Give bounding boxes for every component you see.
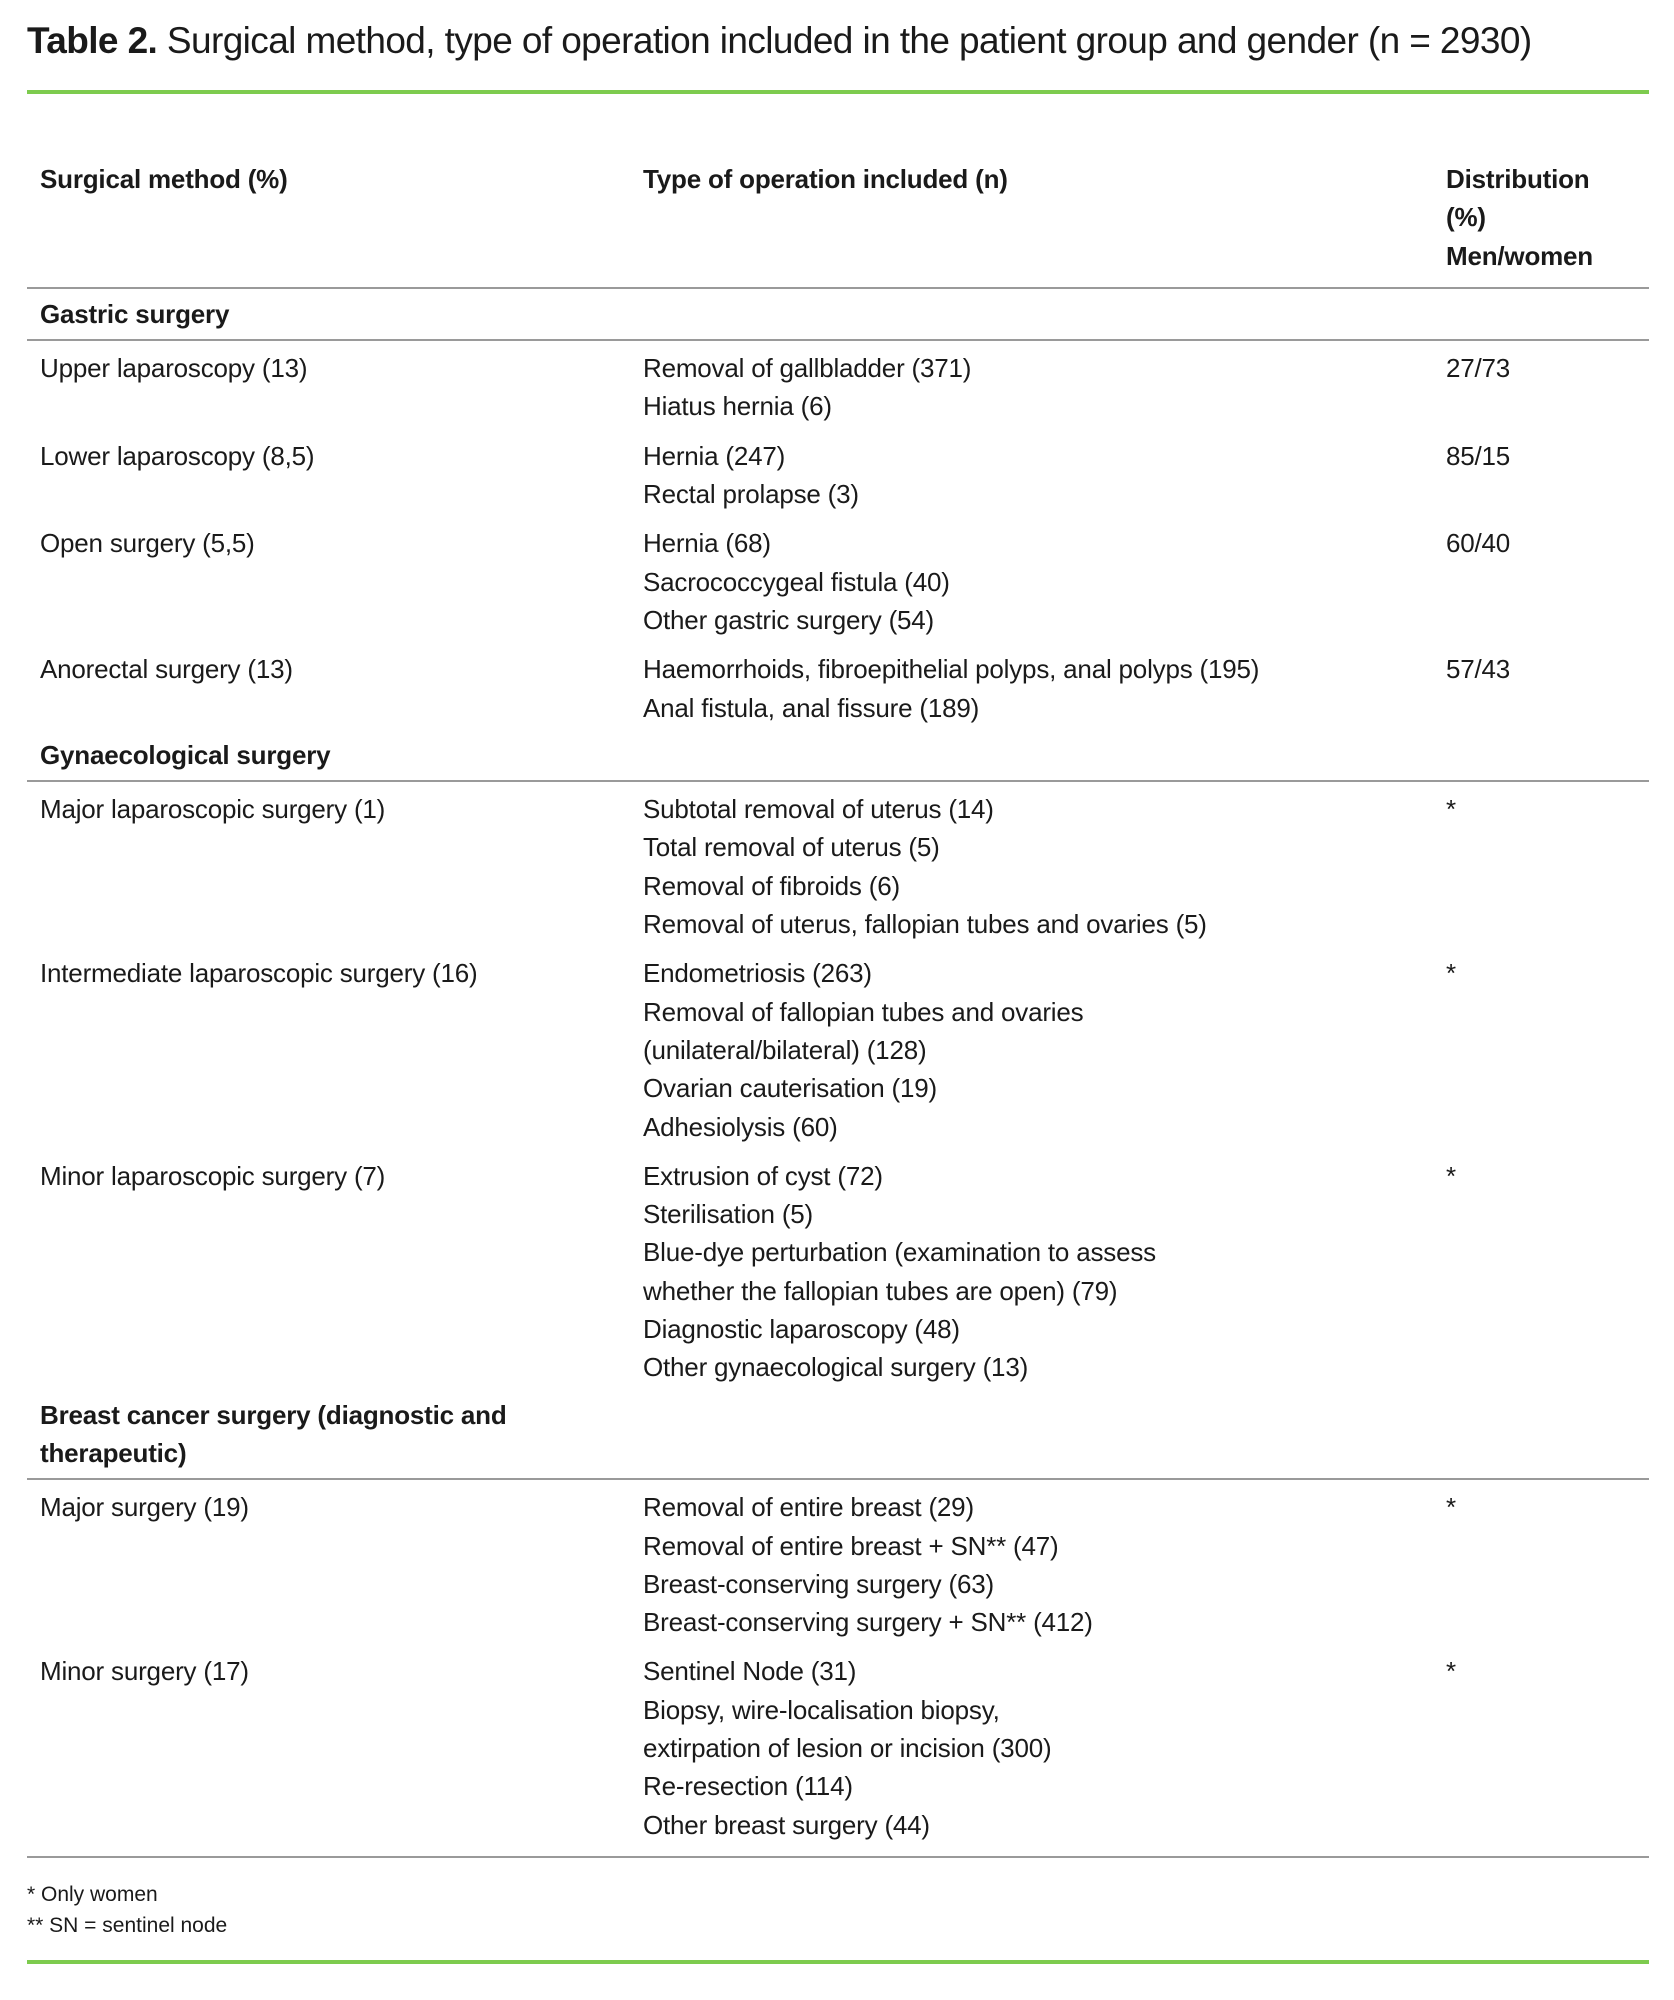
operation-item: (unilateral/bilateral) (128)	[643, 1034, 927, 1065]
table-row: Anorectal surgery (13) Haemorrhoids, fibr…	[27, 642, 1649, 730]
footnote-sn: ** SN = sentinel node	[27, 1914, 228, 1937]
table-title: Table 2. Surgical method, type of operat…	[27, 20, 1532, 62]
operation-item: Total removal of uterus (5)	[643, 832, 940, 863]
operation-item: Haemorrhoids, fibroepithelial polyps, an…	[643, 654, 1260, 685]
operation-item: Re-resection (114)	[643, 1771, 853, 1802]
operation-item: Removal of fibroids (6)	[643, 870, 900, 901]
section-header-row: Breast cancer surgery (diagnostic and th…	[27, 1389, 1649, 1481]
operation-item: Hernia (247)	[643, 440, 786, 471]
surgical-method: Major laparoscopic surgery (1)	[40, 794, 386, 825]
footnote-only-women: * Only women	[27, 1883, 158, 1906]
operation-list: Removal of gallbladder (371) Hiatus herni…	[630, 340, 1433, 429]
operation-item: Sterilisation (5)	[643, 1199, 813, 1230]
operation-item: Removal of gallbladder (371)	[643, 353, 972, 384]
distribution-value: 27/73	[1446, 353, 1511, 384]
distribution-value: *	[1446, 1160, 1456, 1191]
header-distribution-line: (%)	[1446, 202, 1486, 233]
header-distribution-line: Men/women	[1446, 240, 1593, 271]
surgical-method: Lower laparoscopy (8,5)	[40, 440, 315, 471]
table-caption: Surgical method, type of operation inclu…	[157, 20, 1532, 61]
operation-list: Haemorrhoids, fibroepithelial polyps, an…	[630, 642, 1433, 730]
table-row: Minor surgery (17) Sentinel Node (31) Biop…	[27, 1644, 1649, 1858]
operation-list: Hernia (247) Rectal prolapse (3)	[630, 429, 1433, 517]
operation-item: Extrusion of cyst (72)	[643, 1160, 883, 1191]
operation-item: Rectal prolapse (3)	[643, 479, 859, 510]
bottom-rule	[27, 1960, 1649, 1964]
header-surgical-method: Surgical method (%)	[27, 160, 630, 289]
operation-item: Subtotal removal of uterus (14)	[643, 794, 994, 825]
section-title: Gastric surgery	[27, 287, 630, 342]
operation-item: whether the fallopian tubes are open) (7…	[643, 1275, 1118, 1306]
table-row: Lower laparoscopy (8,5) Hernia (247) Recta…	[27, 429, 1649, 517]
distribution-value: 85/15	[1446, 440, 1511, 471]
operation-list: Removal of entire breast (29) Removal of …	[630, 1479, 1433, 1644]
table-row: Open surgery (5,5) Hernia (68) Sacrococcyg…	[27, 516, 1649, 642]
surgical-method: Minor surgery (17)	[27, 1644, 630, 1858]
operation-item: Anal fistula, anal fissure (189)	[643, 692, 980, 723]
surgical-method: Intermediate laparoscopic surgery (16)	[40, 958, 478, 989]
operation-item: extirpation of lesion or incision (300)	[643, 1732, 1052, 1763]
surgery-table: Surgical method (%) Type of operation in…	[27, 160, 1649, 1858]
section-title: Gynaecological surgery	[27, 729, 630, 783]
section-title: Breast cancer surgery (diagnostic and th…	[27, 1389, 630, 1481]
operation-item: Diagnostic laparoscopy (48)	[643, 1314, 960, 1345]
distribution-value: *	[1446, 794, 1456, 825]
surgical-method: Minor laparoscopic surgery (7)	[40, 1160, 386, 1191]
distribution-value: 57/43	[1446, 654, 1511, 685]
operation-item: Sacrococcygeal fistula (40)	[643, 566, 950, 597]
operation-item: Endometriosis (263)	[643, 958, 872, 989]
distribution-value: *	[1446, 958, 1456, 989]
header-operation-type: Type of operation included (n)	[630, 160, 1433, 289]
operation-item: Hiatus hernia (6)	[643, 391, 832, 422]
section-header-row: Gynaecological surgery	[27, 729, 1649, 783]
operation-list: Sentinel Node (31) Biopsy, wire-localisat…	[630, 1644, 1433, 1858]
table-row: Major surgery (19) Removal of entire brea…	[27, 1479, 1649, 1644]
operation-item: Hernia (68)	[643, 528, 771, 559]
operation-item: Removal of entire breast (29)	[643, 1492, 974, 1523]
operation-list: Subtotal removal of uterus (14) Total rem…	[630, 781, 1433, 946]
top-rule	[27, 90, 1649, 94]
distribution-value: *	[1446, 1492, 1456, 1523]
surgical-method: Major surgery (19)	[40, 1492, 249, 1523]
operation-item: Sentinel Node (31)	[643, 1656, 857, 1687]
operation-list: Hernia (68) Sacrococcygeal fistula (40) Ot…	[630, 516, 1433, 642]
operation-item: Ovarian cauterisation (19)	[643, 1073, 937, 1104]
operation-item: Blue-dye perturbation (examination to as…	[643, 1237, 1156, 1268]
operation-item: Breast-conserving surgery (63)	[643, 1568, 994, 1599]
header-distribution-line: Distribution	[1446, 164, 1590, 194]
distribution-value: 60/40	[1446, 528, 1511, 559]
table-row: Intermediate laparoscopic surgery (16) En…	[27, 946, 1649, 1148]
operation-list: Endometriosis (263) Removal of fallopian …	[630, 946, 1433, 1148]
header-distribution: Distribution (%) Men/women	[1433, 160, 1649, 289]
section-header-row: Gastric surgery	[27, 287, 1649, 342]
operation-item: Removal of fallopian tubes and ovaries	[643, 996, 1084, 1027]
distribution-value: *	[1433, 1644, 1649, 1858]
table-row: Major laparoscopic surgery (1) Subtotal r…	[27, 781, 1649, 946]
operation-item: Adhesiolysis (60)	[643, 1111, 838, 1142]
operation-item: Other gynaecological surgery (13)	[643, 1352, 1029, 1383]
table-row: Upper laparoscopy (13) Removal of gallbla…	[27, 340, 1649, 429]
operation-item: Biopsy, wire-localisation biopsy,	[643, 1694, 1000, 1725]
operation-item: Breast-conserving surgery + SN** (412)	[643, 1607, 1093, 1638]
operation-list: Extrusion of cyst (72) Sterilisation (5) B…	[630, 1149, 1433, 1390]
operation-item: Other gastric surgery (54)	[643, 604, 935, 635]
surgical-method: Upper laparoscopy (13)	[40, 353, 308, 384]
table-row: Minor laparoscopic surgery (7) Extrusion …	[27, 1149, 1649, 1390]
operation-item: Removal of entire breast + SN** (47)	[643, 1530, 1059, 1561]
header-row: Surgical method (%) Type of operation in…	[27, 160, 1649, 289]
operation-item: Other breast surgery (44)	[643, 1809, 930, 1840]
surgical-method: Open surgery (5,5)	[40, 528, 255, 559]
table-label: Table 2.	[27, 20, 158, 61]
surgical-method: Anorectal surgery (13)	[40, 654, 293, 685]
operation-item: Removal of uterus, fallopian tubes and o…	[643, 909, 1207, 940]
